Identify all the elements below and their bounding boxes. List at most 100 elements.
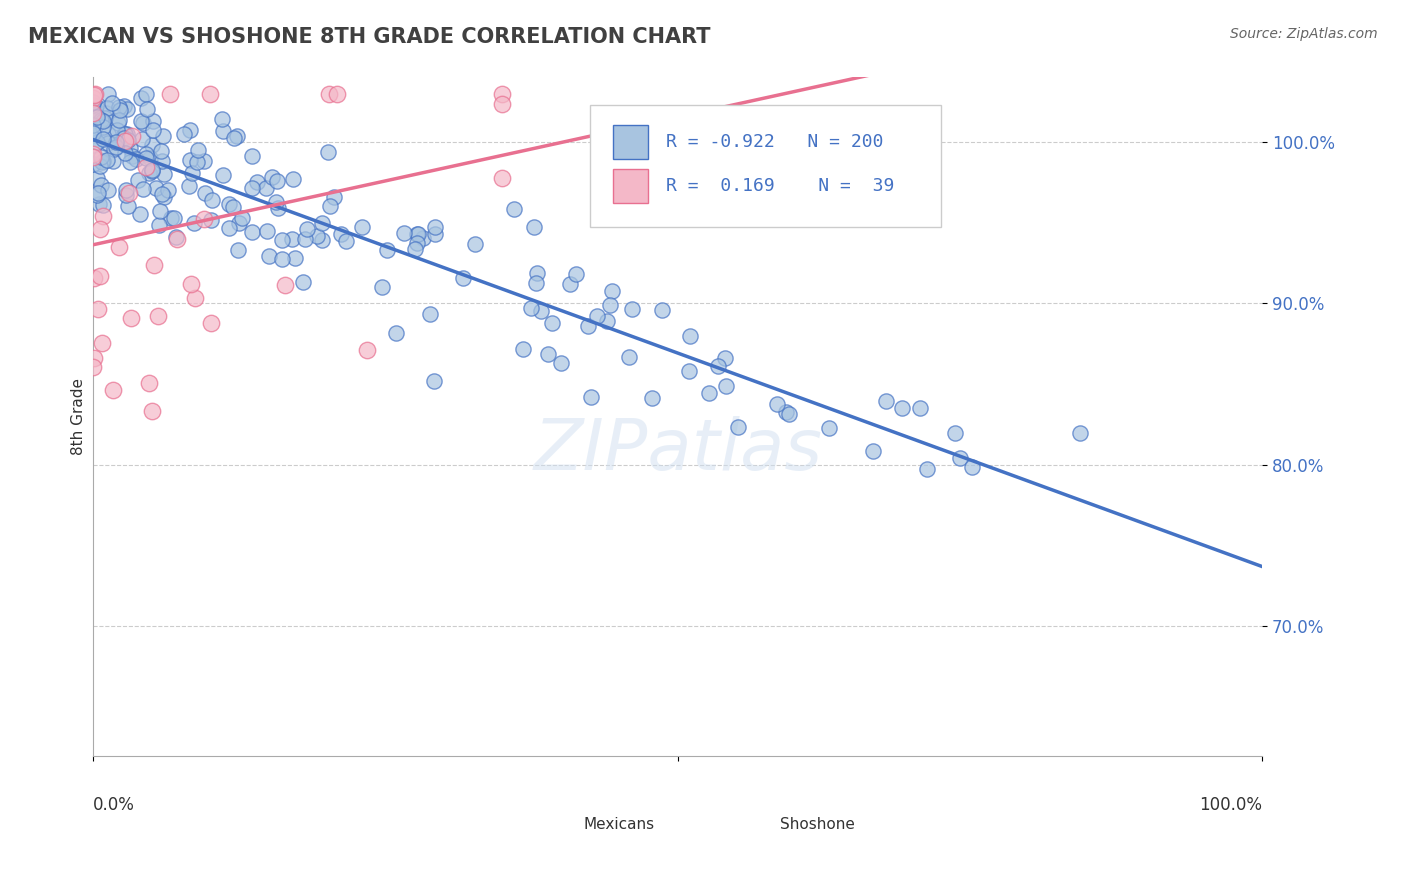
Y-axis label: 8th Grade: 8th Grade	[72, 378, 86, 455]
Point	[224, 131, 246, 145]
Point	[114, 145, 136, 160]
Point	[114, 127, 136, 141]
Point	[143, 258, 166, 272]
Point	[149, 145, 172, 159]
Point	[146, 309, 169, 323]
Point	[392, 226, 415, 240]
Point	[177, 178, 200, 193]
Point	[84, 99, 107, 113]
Point	[125, 152, 148, 166]
Point	[105, 136, 128, 150]
Point	[135, 151, 157, 165]
Point	[131, 114, 153, 128]
Point	[141, 164, 163, 178]
Point	[90, 155, 112, 169]
Point	[152, 129, 174, 144]
Point	[228, 244, 250, 258]
Point	[141, 163, 163, 178]
Bar	[751, 797, 780, 823]
Point	[145, 181, 167, 195]
Point	[284, 251, 307, 265]
Point	[350, 220, 373, 235]
Point	[107, 116, 129, 130]
Point	[292, 275, 315, 289]
Text: Source: ZipAtlas.com: Source: ZipAtlas.com	[1230, 27, 1378, 41]
Point	[131, 131, 153, 145]
Point	[141, 404, 163, 418]
Point	[727, 420, 749, 434]
Point	[464, 236, 486, 251]
Point	[184, 291, 207, 305]
Point	[129, 207, 152, 221]
Point	[108, 103, 131, 117]
Point	[960, 459, 983, 474]
Point	[198, 87, 221, 101]
Point	[274, 278, 297, 293]
Point	[83, 88, 105, 103]
Point	[84, 102, 107, 116]
Point	[97, 87, 120, 101]
Point	[254, 181, 277, 195]
Point	[240, 149, 263, 163]
Point	[651, 303, 673, 318]
Point	[775, 404, 797, 418]
Point	[118, 154, 141, 169]
Point	[891, 401, 914, 415]
Point	[142, 113, 165, 128]
Point	[112, 99, 135, 113]
Point	[135, 87, 157, 101]
Point	[915, 462, 938, 476]
Point	[82, 118, 104, 132]
Point	[86, 135, 108, 149]
Point	[149, 204, 172, 219]
Point	[159, 211, 181, 226]
Point	[260, 169, 283, 184]
Point	[778, 408, 800, 422]
Point	[117, 199, 139, 213]
Point	[112, 137, 135, 152]
Point	[91, 114, 114, 128]
Point	[186, 155, 208, 169]
Point	[678, 364, 700, 378]
Point	[153, 189, 176, 203]
Point	[83, 87, 105, 101]
Point	[165, 230, 187, 244]
Point	[104, 139, 127, 153]
Point	[83, 351, 105, 365]
Point	[706, 359, 728, 373]
Point	[97, 183, 120, 197]
Point	[240, 180, 263, 194]
Point	[90, 178, 112, 192]
Point	[112, 131, 135, 145]
Point	[82, 128, 104, 142]
Text: 0.0%: 0.0%	[93, 797, 135, 814]
Bar	[555, 797, 583, 823]
FancyBboxPatch shape	[591, 104, 941, 227]
Point	[271, 252, 294, 266]
Point	[679, 329, 702, 343]
Point	[316, 145, 339, 160]
Point	[82, 90, 104, 104]
Point	[135, 160, 157, 174]
Point	[699, 386, 721, 401]
Point	[560, 277, 582, 291]
Point	[86, 188, 108, 202]
Point	[131, 116, 153, 130]
Point	[84, 107, 107, 121]
Point	[93, 120, 115, 134]
Point	[139, 151, 162, 165]
Point	[121, 129, 143, 144]
Point	[82, 147, 104, 161]
Point	[86, 170, 108, 185]
Point	[163, 211, 186, 226]
Point	[82, 150, 104, 164]
Point	[82, 106, 104, 120]
Point	[173, 127, 195, 141]
Point	[115, 128, 138, 142]
Point	[267, 201, 290, 215]
Point	[131, 91, 153, 105]
Point	[576, 319, 599, 334]
Point	[101, 153, 124, 168]
Point	[512, 342, 534, 356]
Point	[115, 103, 138, 117]
